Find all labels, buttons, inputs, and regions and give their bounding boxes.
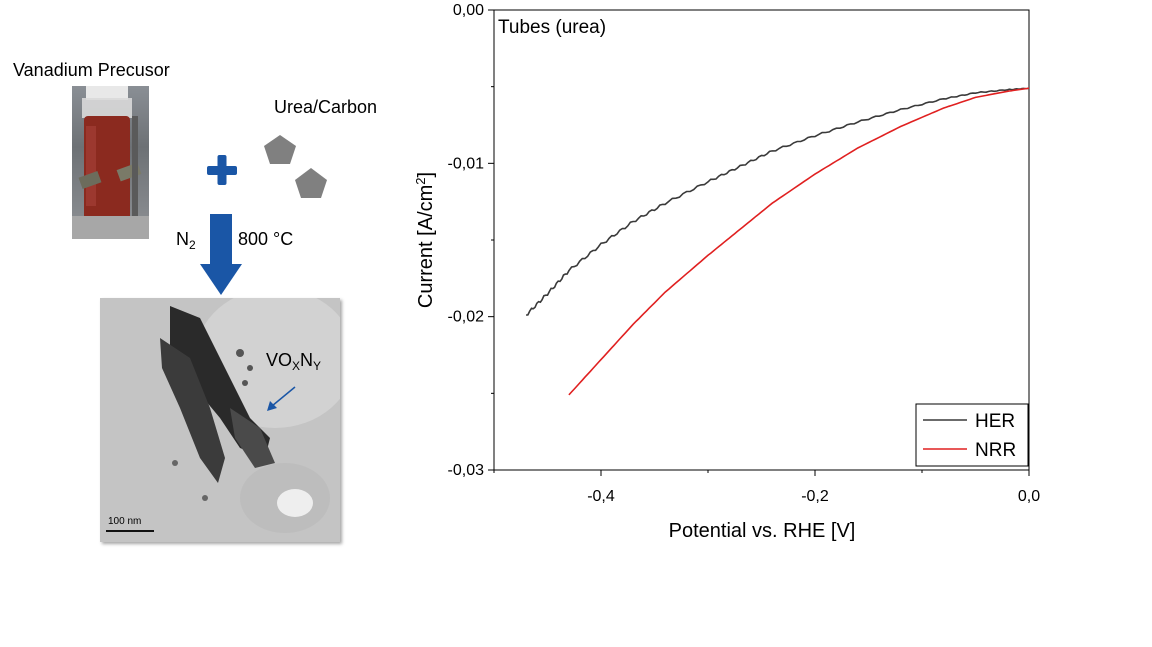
x-axis-label: Potential vs. RHE [V] <box>669 520 856 542</box>
x-tick-label: -0,2 <box>801 488 829 505</box>
legend-label-her: HER <box>975 411 1015 432</box>
pentagon-icon <box>295 168 327 198</box>
y-tick-label: 0,00 <box>453 2 484 19</box>
temperature-label: 800 °C <box>238 229 294 249</box>
pentagon-icon <box>264 135 296 164</box>
scalebar-label: 100 nm <box>108 516 142 527</box>
legend-label-nrr: NRR <box>975 440 1016 461</box>
series-line-nrr <box>568 87 1030 396</box>
x-tick-label: 0,0 <box>1018 488 1040 505</box>
precursor-vial-photo <box>72 86 149 239</box>
series-line-her <box>526 87 1030 316</box>
y-axis-label: Current [A/cm2] <box>413 172 437 308</box>
y-tick-label: -0,02 <box>448 309 485 326</box>
down-arrow-icon <box>200 214 242 295</box>
tem-image: 100 nm VOXNY <box>100 298 340 542</box>
product-arrow <box>267 386 296 411</box>
product-label: VOXNY <box>266 350 322 373</box>
precursor-label: Vanadium Precusor <box>13 60 170 80</box>
atmosphere-label: N2 <box>176 229 196 252</box>
legend: HER NRR <box>915 403 1029 467</box>
plus-icon <box>207 155 237 185</box>
y-tick-label: -0,01 <box>448 155 485 172</box>
y-tick-label: -0,03 <box>448 462 485 479</box>
x-tick-label: -0,4 <box>587 488 615 505</box>
plot-frame <box>493 9 1030 471</box>
additive-label: Urea/Carbon <box>274 97 378 117</box>
chart-title: Tubes (urea) <box>498 17 606 38</box>
